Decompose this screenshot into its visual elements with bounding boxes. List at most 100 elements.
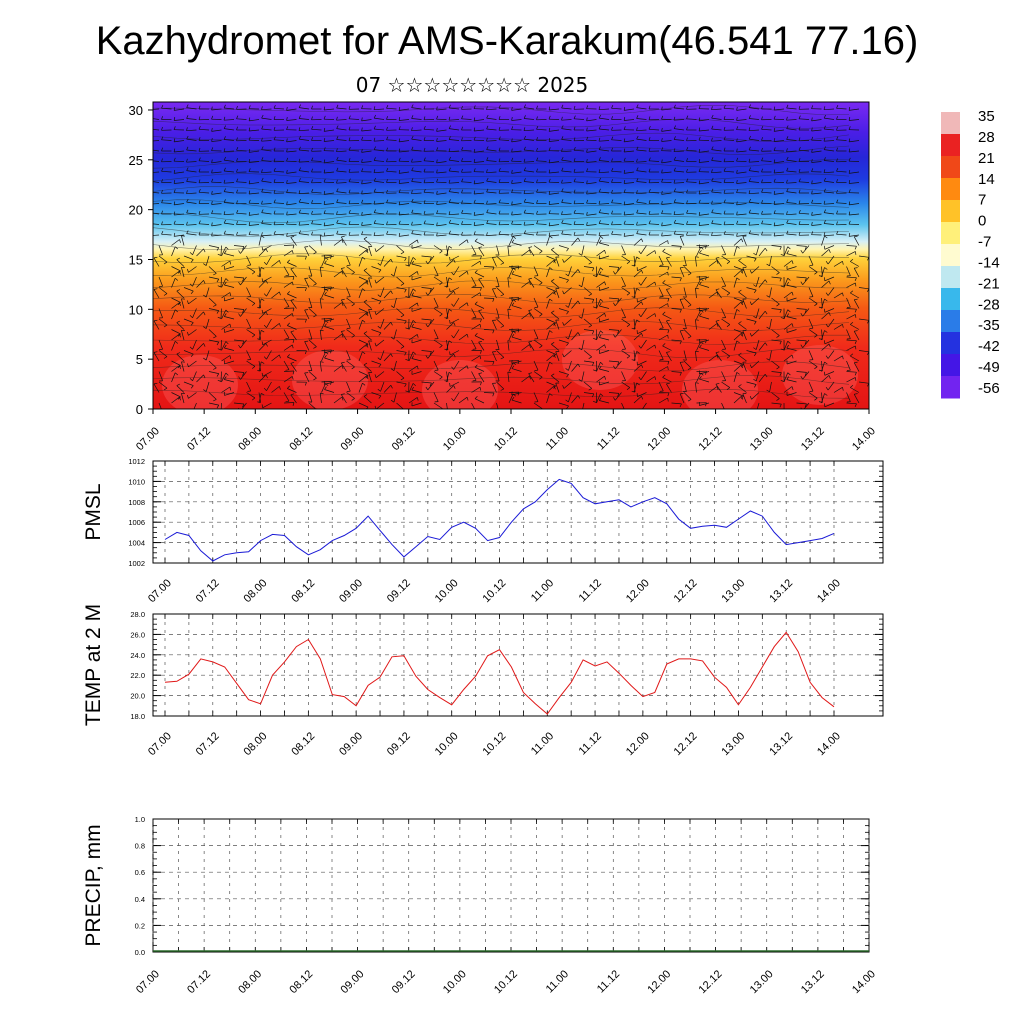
wind-barb-flag xyxy=(436,115,439,120)
wind-barb-flag xyxy=(811,127,813,132)
wind-barb-flag xyxy=(738,321,742,324)
wind-barb xyxy=(474,224,485,226)
wind-barb xyxy=(508,267,514,278)
wind-barb-flag xyxy=(588,356,592,360)
wind-barb-flag xyxy=(363,394,368,397)
wind-barb-flag xyxy=(479,261,482,265)
wind-barb-flag xyxy=(216,404,220,409)
wind-barb-flag xyxy=(686,168,688,173)
wind-barb-flag xyxy=(695,350,699,353)
contour-line xyxy=(153,145,850,155)
wind-barb xyxy=(258,330,262,341)
wind-barb-flag xyxy=(236,168,238,173)
wind-barb xyxy=(171,278,176,288)
wind-barb xyxy=(224,316,235,320)
wind-barb-flag xyxy=(811,190,813,195)
wind-barb-flag xyxy=(216,247,220,251)
wind-barb-flag xyxy=(565,368,569,371)
wind-barb xyxy=(823,140,835,142)
wind-barb-flag xyxy=(791,354,794,359)
wind-barb xyxy=(446,259,454,267)
x-tick-label: 13.12 xyxy=(799,968,827,996)
wind-barb-flag xyxy=(548,106,551,111)
wind-barb-flag xyxy=(472,348,477,350)
wind-barb-flag xyxy=(517,391,520,396)
wind-barb xyxy=(408,288,414,299)
wind-barb xyxy=(711,223,722,225)
y-tick-label: 0.0 xyxy=(135,948,145,957)
wind-barb-flag xyxy=(479,324,482,328)
wind-barb xyxy=(383,353,392,362)
wind-barb xyxy=(174,140,185,143)
wind-barb-flag xyxy=(786,104,789,109)
wind-barb-flag xyxy=(828,343,831,348)
wind-barb-flag xyxy=(479,355,482,360)
wind-barb xyxy=(224,128,235,131)
wind-barb xyxy=(273,107,285,110)
wind-barb-flag xyxy=(749,301,752,305)
wind-barb xyxy=(746,350,757,354)
wind-barb-flag xyxy=(486,106,488,110)
wind-barb xyxy=(736,203,747,206)
wind-barb-flag xyxy=(323,210,326,214)
wind-barb-flag xyxy=(373,125,376,130)
wind-barb xyxy=(824,128,835,131)
wind-barb-flag xyxy=(411,260,414,265)
wind-barb-flag xyxy=(723,136,726,140)
wind-barb-flag xyxy=(323,115,326,120)
wind-barb xyxy=(193,402,197,409)
wind-barb-flag xyxy=(511,302,515,306)
wind-barb xyxy=(486,140,497,142)
wind-barb xyxy=(374,191,385,194)
wind-barb xyxy=(458,365,468,372)
wind-barb xyxy=(324,140,335,142)
wind-barb-flag xyxy=(174,372,179,376)
wind-barb-flag xyxy=(641,396,644,400)
wind-barb xyxy=(411,263,422,267)
wind-barb-flag xyxy=(248,127,251,132)
wind-barb xyxy=(699,161,710,163)
wind-barb xyxy=(586,161,597,163)
x-tick-label: 09.12 xyxy=(385,577,413,605)
wind-barb xyxy=(749,118,760,120)
wind-barb-flag xyxy=(517,328,520,333)
wind-barb xyxy=(258,374,267,383)
wind-barb xyxy=(858,318,869,321)
wind-barb xyxy=(181,361,185,372)
wind-barb-flag xyxy=(292,339,295,343)
wind-barb xyxy=(283,313,293,320)
wind-barb-flag xyxy=(461,178,464,182)
wind-barb xyxy=(258,266,262,277)
wind-barb xyxy=(751,360,760,369)
wind-barb xyxy=(474,150,485,153)
wind-barb-flag xyxy=(536,147,538,152)
wind-barb-flag xyxy=(754,258,757,262)
wind-barb-flag xyxy=(824,361,828,365)
wind-barb-flag xyxy=(304,256,307,260)
wind-barb xyxy=(319,393,322,404)
wind-barb-flag xyxy=(825,292,829,296)
wind-barb xyxy=(599,274,610,278)
wind-barb-flag xyxy=(198,157,201,161)
wind-barb-flag xyxy=(461,168,463,173)
wind-barb xyxy=(821,267,825,278)
wind-barb-flag xyxy=(261,235,265,238)
wind-barb-flag xyxy=(425,355,429,359)
wind-barb xyxy=(633,269,642,278)
y-tick-label: 15 xyxy=(129,252,143,267)
wind-barb-flag xyxy=(698,211,701,216)
wind-barb xyxy=(486,117,497,120)
colorbar-label: 14 xyxy=(978,171,995,188)
wind-barb xyxy=(599,368,610,372)
wind-barb xyxy=(524,212,535,215)
wind-barb xyxy=(286,171,297,174)
wind-barb xyxy=(496,318,505,327)
wind-barb-flag xyxy=(523,198,527,203)
wind-barb-flag xyxy=(511,126,514,130)
wind-barb-flag xyxy=(711,125,714,130)
wind-barb xyxy=(850,387,860,393)
wind-barb xyxy=(798,149,810,152)
wind-barb xyxy=(596,249,605,257)
wind-barb xyxy=(511,305,522,309)
wind-barb-flag xyxy=(448,179,451,184)
